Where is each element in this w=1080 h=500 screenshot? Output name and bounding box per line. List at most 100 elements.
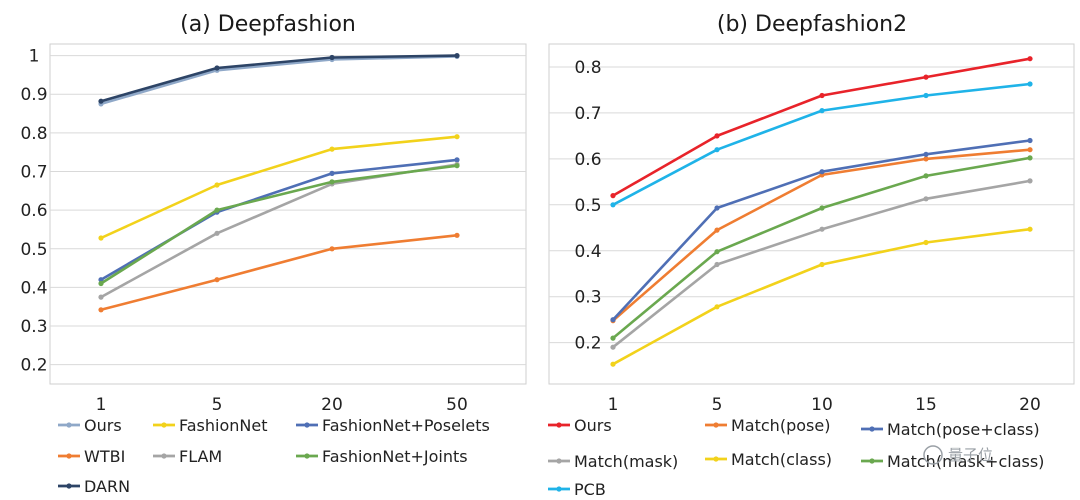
chart-b-data-point — [714, 261, 720, 268]
chart-a-data-point — [329, 54, 335, 61]
chart-a-y-tick-label: 0.9 — [20, 85, 47, 105]
chart-b-legend-marker — [713, 422, 719, 428]
chart-b-y-tick-label: 0.3 — [574, 288, 601, 308]
chart-b-data-point — [610, 361, 616, 367]
watermark-text: 量子位 — [948, 446, 993, 464]
chart-b-data-point — [819, 226, 825, 232]
chart-b-series — [610, 56, 1033, 367]
chart-b-data-point — [610, 202, 616, 208]
chart-a-y-tick-label: 0.3 — [20, 317, 47, 337]
chart-a-y-tick-label: 0.5 — [20, 240, 47, 260]
chart-b-x-tick-label: 5 — [712, 395, 723, 415]
chart-a-data-point — [329, 146, 335, 152]
chart-a-data-point — [98, 280, 104, 287]
chart-b-x-tick-label: 20 — [1019, 395, 1041, 415]
chart-b-data-point — [923, 156, 929, 162]
chart-b-data-point — [1027, 147, 1033, 153]
chart-b: (b) Deepfashion2 0.8 0.7 0.6 0.5 0.4 0.3 0.2 1… — [548, 12, 1075, 499]
chart-b-y-tick-label: 0.8 — [574, 58, 601, 78]
chart-b-data-point — [923, 151, 929, 157]
chart-a-data-point — [214, 207, 220, 213]
chart-b-data-point — [714, 147, 720, 153]
chart-b-x-tick-label: 15 — [915, 395, 937, 415]
chart-a-legend-marker — [66, 453, 72, 459]
chart-b-y-tick-label: 0.4 — [574, 242, 601, 262]
chart-b-series-line-pcb — [611, 82, 1032, 207]
chart-b-data-point — [923, 173, 929, 179]
chart-b-legend-marker — [869, 426, 875, 432]
chart-a-x-tick-label: 1 — [96, 395, 107, 415]
chart-b-y-tick-label: 0.6 — [574, 150, 601, 170]
chart-b-legend-label: Ours — [574, 416, 612, 435]
chart-b-data-point — [1027, 155, 1033, 161]
chart-a-data-point — [98, 98, 104, 104]
chart-a-data-point — [454, 163, 460, 169]
chart-b-legend: Ours Match(pose) Match(pose+class) Match(ma… — [548, 416, 1044, 499]
chart-b-data-point — [819, 261, 825, 268]
chart-a-grid — [50, 55, 526, 366]
chart-b-legend-marker — [869, 458, 875, 464]
chart-a-y-tick-label: 0.7 — [20, 163, 47, 183]
chart-b-data-point — [714, 133, 720, 139]
chart-a-y-tick-label: 0.8 — [20, 124, 47, 144]
chart-a-data-point — [98, 235, 104, 241]
chart-b-title: (b) Deepfashion2 — [717, 12, 907, 37]
chart-b-data-point — [610, 193, 616, 199]
chart-a-data-point — [329, 246, 335, 252]
chart-b-data-point — [923, 239, 929, 246]
chart-b-grid — [549, 66, 1074, 344]
chart-b-data-point — [1027, 81, 1033, 87]
chart-a-series-line-wtbi — [99, 234, 459, 312]
chart-b-legend-label: Match(pose) — [731, 416, 830, 435]
chart-a-legend-label: FashionNet+Joints — [322, 447, 468, 466]
chart-a-data-point — [214, 182, 220, 188]
chart-b-x-tick-label: 1 — [608, 395, 619, 415]
chart-b-data-point — [1027, 137, 1033, 144]
chart-a-x-axis: 1 5 20 50 — [96, 395, 468, 415]
chart-b-data-point — [714, 205, 720, 211]
chart-a-series-line-fashionnet — [99, 135, 459, 240]
chart-a-series-line-fashionnet-joints — [99, 164, 459, 285]
chart-a-legend-marker — [304, 453, 310, 459]
chart-a-legend-label: FashionNet+Poselets — [322, 416, 490, 435]
chart-b-y-tick-label: 0.2 — [574, 334, 601, 354]
chart-a-legend-marker — [161, 422, 167, 428]
chart-a-series-line-flam — [99, 163, 459, 299]
chart-b-legend-label: Match(mask+class) — [887, 452, 1044, 471]
chart-b-x-tick-label: 10 — [811, 395, 833, 415]
chart-b-data-point — [610, 317, 616, 323]
chart-b-legend-label: PCB — [574, 480, 606, 499]
chart-b-data-point — [714, 227, 720, 233]
chart-a-legend-marker — [66, 422, 72, 428]
chart-a-data-point — [98, 307, 104, 313]
watermark: 量子位 — [923, 445, 993, 465]
chart-a-x-tick-label: 20 — [321, 395, 343, 415]
watermark-icon — [923, 445, 943, 465]
chart-b-data-point — [923, 196, 929, 202]
chart-a-data-point — [214, 65, 220, 71]
chart-a-data-point — [454, 134, 460, 140]
chart-a-data-point — [329, 170, 335, 176]
chart-b-legend-marker — [556, 422, 562, 428]
chart-a-legend-label: Ours — [84, 416, 122, 435]
chart-b-data-point — [819, 169, 825, 175]
chart-a-legend-label: WTBI — [84, 447, 125, 466]
chart-b-data-point — [610, 335, 616, 341]
chart-b-legend-label: Match(pose+class) — [887, 420, 1040, 439]
chart-b-data-point — [1027, 226, 1033, 232]
chart-a-y-tick-label: 0.6 — [20, 201, 47, 221]
chart-a-series-line-darn — [99, 54, 459, 103]
chart-b-data-point — [819, 108, 825, 114]
chart-a-legend-marker — [161, 453, 167, 459]
chart-a-y-axis: 1 0.9 0.8 0.7 0.6 0.5 0.4 0.3 0.2 — [20, 47, 47, 376]
chart-a-title: (a) Deepfashion — [180, 12, 356, 37]
chart-a-y-tick-label: 1 — [29, 47, 40, 67]
chart-b-y-axis: 0.8 0.7 0.6 0.5 0.4 0.3 0.2 — [574, 58, 601, 354]
chart-a-data-point — [98, 277, 104, 283]
chart-b-y-tick-label: 0.5 — [574, 196, 601, 216]
chart-b-data-point — [714, 304, 720, 310]
chart-b-legend-label: Match(class) — [731, 450, 832, 469]
chart-b-legend-label: Match(mask) — [574, 452, 678, 471]
chart-a-data-point — [454, 157, 460, 163]
